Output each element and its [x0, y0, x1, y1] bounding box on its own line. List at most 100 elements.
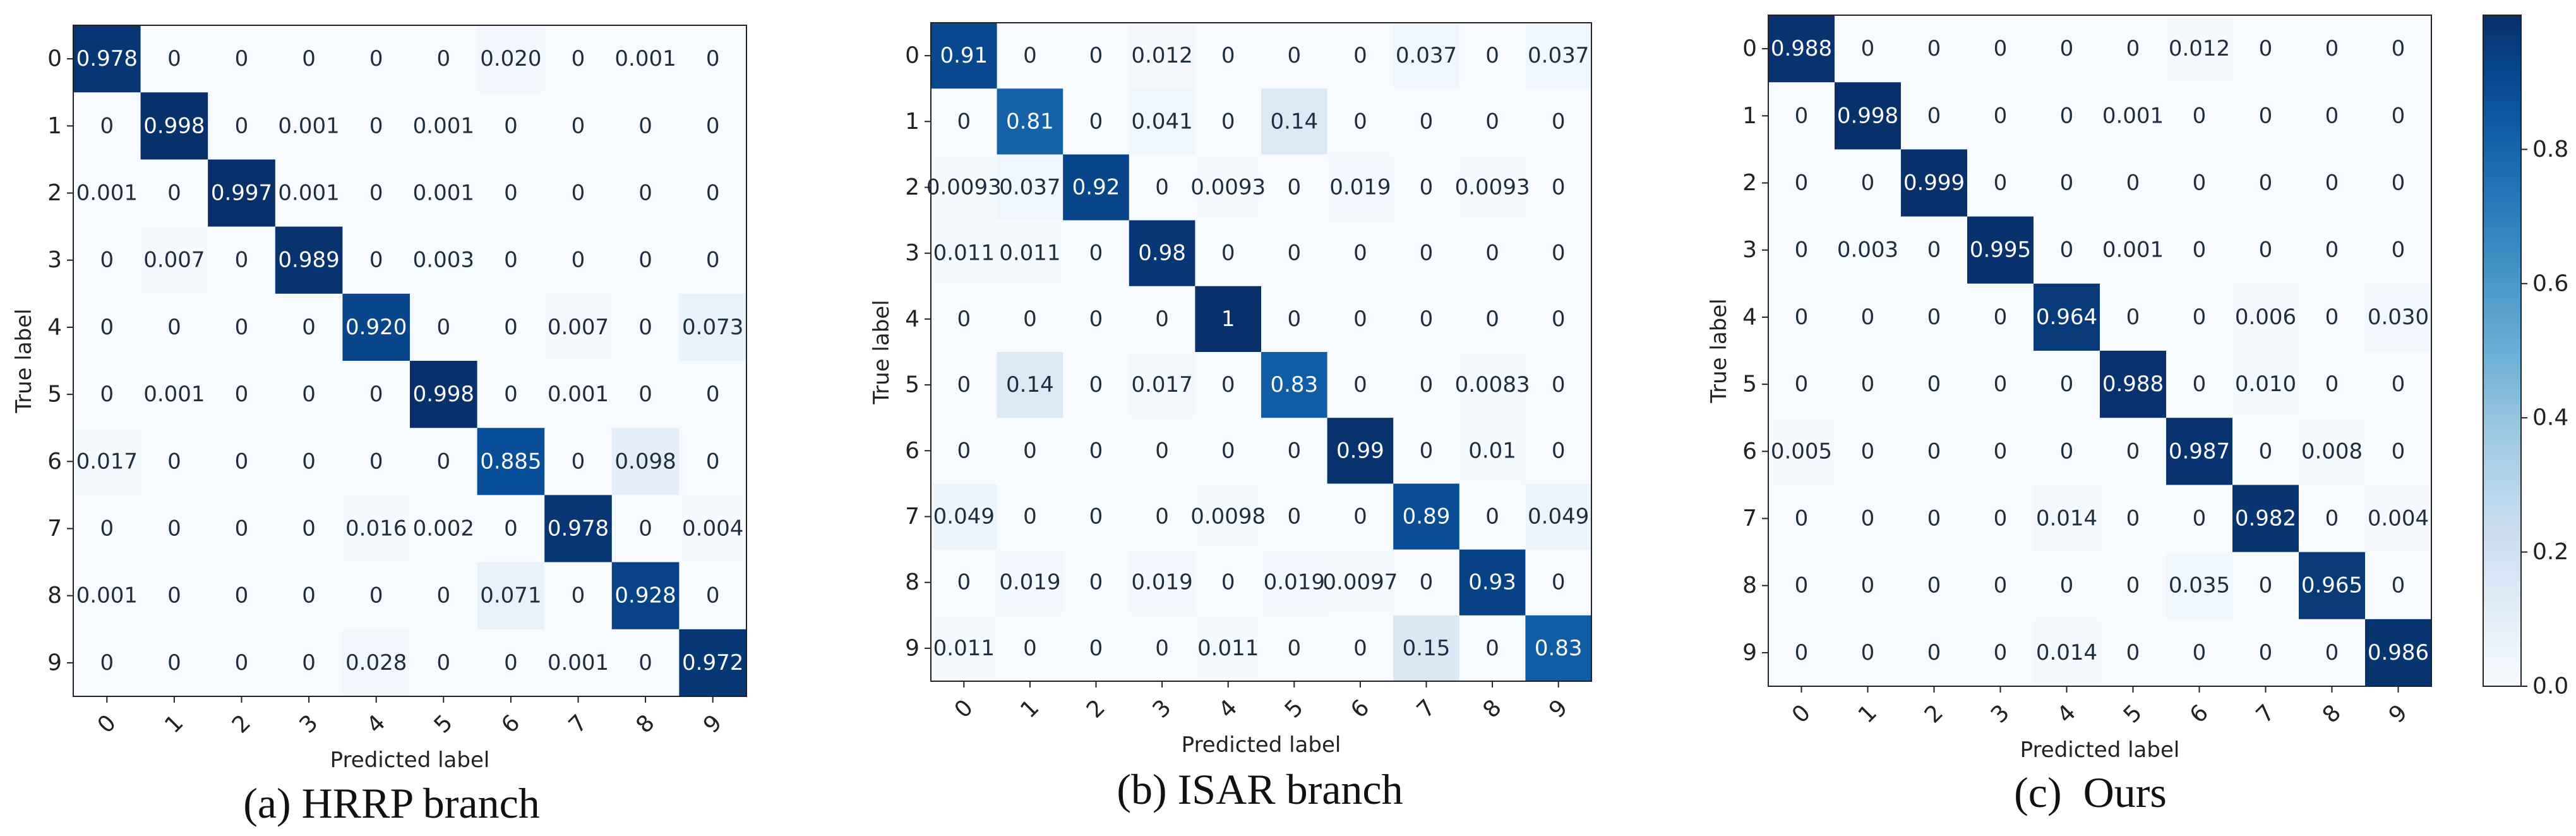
- heatmap-cell: [1393, 418, 1460, 484]
- cell-value-label: 0: [2126, 171, 2140, 196]
- cell-value-label: 0: [369, 382, 383, 407]
- heatmap-cell: [1393, 483, 1460, 550]
- heatmap-cell: [2034, 149, 2100, 217]
- heatmap-cell: [2232, 619, 2299, 687]
- cell-value-label: 0: [1861, 640, 1875, 665]
- heatmap-cell: [2232, 216, 2299, 284]
- cell-value-label: 0: [1927, 36, 1941, 61]
- heatmap-cell: [477, 629, 545, 697]
- cell-value-label: 0: [572, 248, 585, 273]
- heatmap-cell: [2034, 485, 2100, 553]
- cell-value-label: 0: [638, 650, 652, 675]
- heatmap-cell: [2034, 418, 2100, 485]
- heatmap-cell: [208, 562, 276, 630]
- x-axis-label: Predicted label: [330, 748, 490, 773]
- y-tick-label: 7: [905, 504, 920, 530]
- cell-value-label: 0.005: [1771, 439, 1832, 464]
- x-tick-label: 2: [1082, 694, 1110, 723]
- heatmap-cell: [544, 428, 613, 495]
- heatmap-cell: [2166, 351, 2233, 418]
- cell-value-label: 0: [957, 109, 971, 134]
- cell-value-label: 0: [1485, 504, 1499, 530]
- heatmap-cell: [1901, 485, 1968, 553]
- cell-value-label: 0: [1023, 636, 1037, 661]
- heatmap-cell: [1063, 418, 1130, 484]
- heatmap-cell: [1063, 88, 1130, 155]
- cell-value-label: 0: [235, 449, 249, 474]
- y-tick-label: 7: [47, 516, 62, 542]
- x-tick-label: 6: [2185, 700, 2214, 728]
- cell-value-label: 0: [1994, 305, 2008, 330]
- x-tick-label: 6: [1346, 694, 1374, 723]
- heatmap-cell: [679, 361, 747, 428]
- cell-value-label: 0: [2392, 238, 2405, 263]
- heatmap-cell: [1393, 154, 1460, 221]
- cell-value-label: 0: [2060, 103, 2074, 128]
- cell-value-label: 0: [235, 113, 249, 138]
- heatmap-cell: [931, 352, 998, 418]
- cell-value-label: 0.001: [76, 181, 138, 206]
- y-axis-label: True label: [869, 300, 894, 404]
- cell-value-label: 0.010: [2235, 372, 2296, 397]
- cell-value-label: 0: [2193, 238, 2207, 263]
- y-tick-label: 8: [47, 583, 62, 609]
- heatmap-cell: [2299, 351, 2366, 418]
- cell-value-label: 0: [1221, 570, 1235, 595]
- cell-value-label: 0: [1994, 103, 2008, 128]
- cell-value-label: 0: [1795, 103, 1809, 128]
- heatmap-cell: [2232, 418, 2299, 485]
- heatmap-cell: [275, 293, 343, 361]
- heatmap-cell: [1967, 283, 2034, 351]
- y-tick-label: 4: [905, 306, 920, 332]
- heatmap-cell: [2166, 216, 2233, 284]
- confusion-matrix-panel-0: 0.978 0 0 0 0 0 0.020 0 0.001 0 0 0.998 0 0.001 0 0.001…: [11, 25, 747, 773]
- x-tick-label: 0: [1787, 700, 1816, 728]
- colorbar: [2483, 15, 2522, 687]
- y-tick-label: 4: [47, 314, 62, 340]
- heatmap-cell: [275, 159, 343, 227]
- cell-value-label: 0: [1795, 506, 1809, 531]
- cell-value-label: 0: [369, 113, 383, 138]
- heatmap-cell: [1967, 418, 2034, 485]
- cell-value-label: 0.014: [2036, 640, 2097, 665]
- heatmap-cell: [611, 159, 680, 227]
- cell-value-label: 0.965: [2301, 573, 2363, 598]
- heatmap-cell: [140, 226, 208, 294]
- cell-value-label: 0: [1221, 438, 1235, 463]
- heatmap-cell: [1129, 220, 1195, 287]
- heatmap-cell: [1459, 23, 1526, 89]
- cell-value-label: 0: [369, 248, 383, 273]
- heatmap-cell: [140, 293, 208, 361]
- heatmap-cell: [1393, 220, 1460, 287]
- heatmap-cell: [1327, 418, 1394, 484]
- heatmap-cell: [1195, 483, 1262, 550]
- heatmap-cell: [1129, 286, 1195, 353]
- cell-value-label: 0.019: [1329, 175, 1391, 200]
- heatmap-cell: [1327, 352, 1394, 418]
- cell-value-label: 0: [706, 248, 720, 273]
- cell-value-label: 0: [572, 113, 585, 138]
- cell-value-label: 0.995: [1970, 238, 2031, 263]
- heatmap-cell: [2166, 149, 2233, 217]
- plot-frame: [73, 25, 747, 697]
- cell-value-label: 0.008: [2301, 439, 2363, 464]
- heatmap-cell: [2299, 149, 2366, 217]
- heatmap-cell: [997, 154, 1063, 221]
- heatmap-cell: [2166, 619, 2233, 687]
- heatmap-cell: [342, 25, 410, 93]
- heatmap-cell: [2232, 149, 2299, 217]
- heatmap-cell: [1768, 351, 1835, 418]
- heatmap-cell: [1901, 351, 1968, 418]
- heatmap-cell: [611, 428, 680, 495]
- heatmap-cell: [140, 25, 208, 93]
- cell-value-label: 0: [1795, 573, 1809, 598]
- cell-value-label: 0.035: [2169, 573, 2230, 598]
- cell-value-label: 0: [1089, 43, 1103, 68]
- cell-value-label: 0.037: [1528, 43, 1589, 68]
- cell-value-label: 0: [369, 46, 383, 71]
- heatmap-cell: [73, 25, 141, 93]
- heatmap-cell: [275, 629, 343, 697]
- heatmap-cell: [997, 286, 1063, 353]
- heatmap-cell: [208, 159, 276, 227]
- heatmap-cell: [1768, 15, 1835, 83]
